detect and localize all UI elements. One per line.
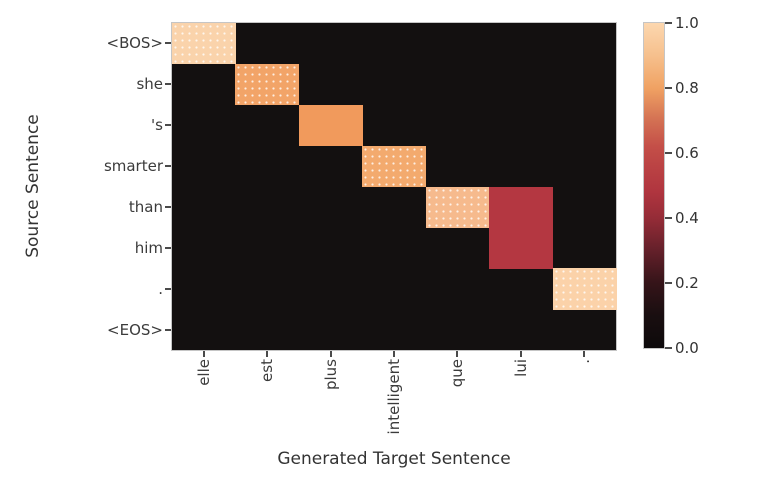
heatmap-cell: [552, 268, 617, 310]
heatmap-cell: [489, 186, 554, 228]
y-tick-label: 's: [151, 116, 163, 135]
y-tick-mark: [165, 287, 171, 290]
colorbar-tick-label: 1.0: [675, 14, 699, 32]
heatmap-cell: [298, 104, 363, 147]
y-tick-mark: [165, 124, 171, 127]
y-tick-mark: [165, 328, 171, 331]
heatmap-cell: [172, 23, 237, 65]
x-tick-label: .: [575, 359, 594, 364]
colorbar-tick-mark: [665, 22, 672, 24]
colorbar-tick-mark: [665, 347, 672, 349]
y-tick-label: <EOS>: [107, 320, 163, 339]
colorbar-tick-label: 0.6: [675, 144, 699, 162]
y-tick-label: she: [136, 75, 163, 94]
heatmap-cell: [489, 227, 554, 269]
y-tick-label: than: [128, 197, 163, 216]
y-tick-mark: [165, 205, 171, 208]
heatmap-cell: [235, 63, 300, 106]
x-tick-mark: [393, 351, 395, 357]
x-tick-mark: [266, 351, 269, 357]
x-tick-label: plus: [321, 359, 340, 391]
colorbar-tick-mark: [665, 217, 672, 219]
x-tick-mark: [329, 351, 332, 357]
x-axis-label: Generated Target Sentence: [277, 449, 511, 469]
x-tick-label: intelligent: [385, 359, 403, 435]
x-tick-label: est: [258, 359, 277, 382]
colorbar-tick-mark: [665, 282, 672, 284]
colorbar-tick-mark: [665, 152, 672, 154]
heatmap-cell: [425, 186, 490, 228]
colorbar-tick-label: 0.8: [675, 79, 699, 97]
y-tick-label: him: [134, 238, 163, 257]
colorbar-tick-mark: [665, 87, 672, 89]
y-tick-mark: [165, 83, 171, 86]
colorbar-tick-label: 0.0: [675, 339, 699, 357]
x-tick-mark: [202, 351, 205, 357]
colorbar-tick-label: 0.2: [675, 274, 699, 292]
colorbar-tick-label: 0.4: [675, 209, 699, 227]
y-tick-mark: [165, 42, 171, 45]
y-tick-label: .: [158, 279, 163, 298]
x-tick-mark: [519, 351, 522, 357]
colorbar: [644, 23, 664, 348]
heatmap-cell: [362, 145, 427, 188]
y-tick-label: <BOS>: [106, 34, 164, 53]
x-tick-mark: [456, 351, 459, 357]
x-tick-mark: [583, 351, 586, 357]
y-tick-mark: [165, 165, 171, 168]
heatmap-plot-area: [172, 23, 617, 350]
x-tick-label: lui: [511, 359, 530, 377]
x-tick-label: elle: [194, 359, 213, 386]
y-tick-label: smarter: [103, 157, 163, 176]
x-tick-label: que: [448, 359, 467, 388]
y-tick-mark: [165, 246, 171, 249]
